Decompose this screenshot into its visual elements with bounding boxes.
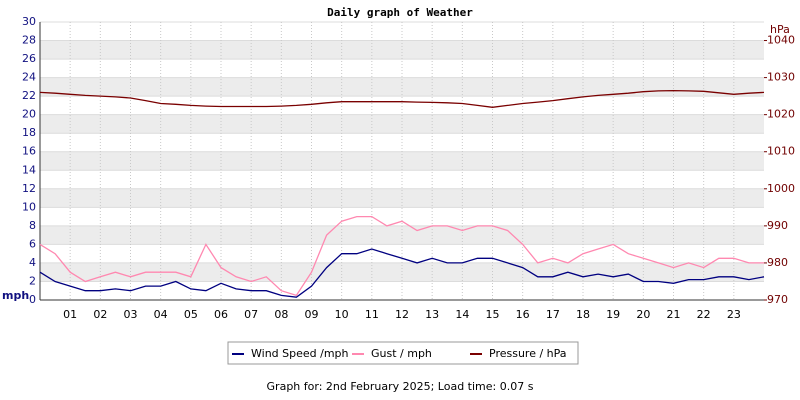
x-tick-label: 20 xyxy=(636,308,650,321)
x-tick-label: 23 xyxy=(727,308,741,321)
x-tick-label: 03 xyxy=(124,308,138,321)
chart-title: Daily graph of Weather xyxy=(327,6,473,19)
x-tick-label: 19 xyxy=(606,308,620,321)
x-tick-label: 21 xyxy=(667,308,681,321)
x-tick-label: 14 xyxy=(455,308,469,321)
y2-tick-label: 980 xyxy=(767,256,788,269)
y2-tick-label: 1010 xyxy=(767,145,795,158)
y-tick-label: 12 xyxy=(22,182,36,195)
legend-label: Pressure / hPa xyxy=(489,347,567,360)
y-tick-label: 30 xyxy=(22,15,36,28)
series-line xyxy=(39,89,765,108)
x-tick-label: 11 xyxy=(365,308,379,321)
x-tick-label: 07 xyxy=(244,308,258,321)
y-tick-label: 8 xyxy=(29,219,36,232)
y-tick-label: 4 xyxy=(29,256,36,269)
x-tick-label: 02 xyxy=(93,308,107,321)
y-tick-label: 22 xyxy=(22,89,36,102)
y2-tick-label: 970 xyxy=(767,293,788,306)
x-tick-label: 16 xyxy=(516,308,530,321)
legend-label: Gust / mph xyxy=(371,347,432,360)
y2-tick-label: 1040 xyxy=(767,34,795,47)
x-tick-label: 09 xyxy=(305,308,319,321)
x-tick-label: 05 xyxy=(184,308,198,321)
y2-tick-label: 1020 xyxy=(767,108,795,121)
x-tick-label: 12 xyxy=(395,308,409,321)
y-tick-label: 14 xyxy=(22,163,36,176)
legend-box xyxy=(227,341,579,365)
y-tick-label: 24 xyxy=(22,71,36,84)
x-tick-label: 13 xyxy=(425,308,439,321)
footer: Graph for: 2nd February 2025; Load time:… xyxy=(267,380,534,393)
y-tick-label: 0 xyxy=(29,293,36,306)
y-tick-label: 20 xyxy=(22,108,36,121)
grid-band xyxy=(40,188,764,208)
x-tick-label: 17 xyxy=(546,308,560,321)
x-tick-label: 06 xyxy=(214,308,228,321)
x-tick-label: 10 xyxy=(335,308,349,321)
y-tick-label: 6 xyxy=(29,237,36,250)
grid-band xyxy=(40,114,764,134)
grid-band xyxy=(40,77,764,97)
series-line xyxy=(39,215,764,297)
x-tick-label: 04 xyxy=(154,308,168,321)
y-tick-label: 10 xyxy=(22,200,36,213)
y2-tick-label: 1000 xyxy=(767,182,795,195)
x-tick-label: 08 xyxy=(274,308,288,321)
y-tick-label: 26 xyxy=(22,52,36,65)
y2-tick-label: 1030 xyxy=(767,71,795,84)
series-line xyxy=(39,248,765,298)
x-tick-label: 22 xyxy=(697,308,711,321)
y-tick-label: 18 xyxy=(22,126,36,139)
y2-tick-label: 990 xyxy=(767,219,788,232)
grid-bands xyxy=(40,21,764,301)
y-tick-label: 28 xyxy=(22,34,36,47)
y2-axis-unit: hPa xyxy=(770,23,790,36)
legend-label: Wind Speed /mph xyxy=(251,347,349,360)
x-tick-label: 15 xyxy=(486,308,500,321)
x-tick-label: 18 xyxy=(576,308,590,321)
y-tick-label: 16 xyxy=(22,145,36,158)
y-axis-unit: mph xyxy=(2,289,29,302)
x-tick-label: 01 xyxy=(63,308,77,321)
y-tick-label: 2 xyxy=(29,274,36,287)
